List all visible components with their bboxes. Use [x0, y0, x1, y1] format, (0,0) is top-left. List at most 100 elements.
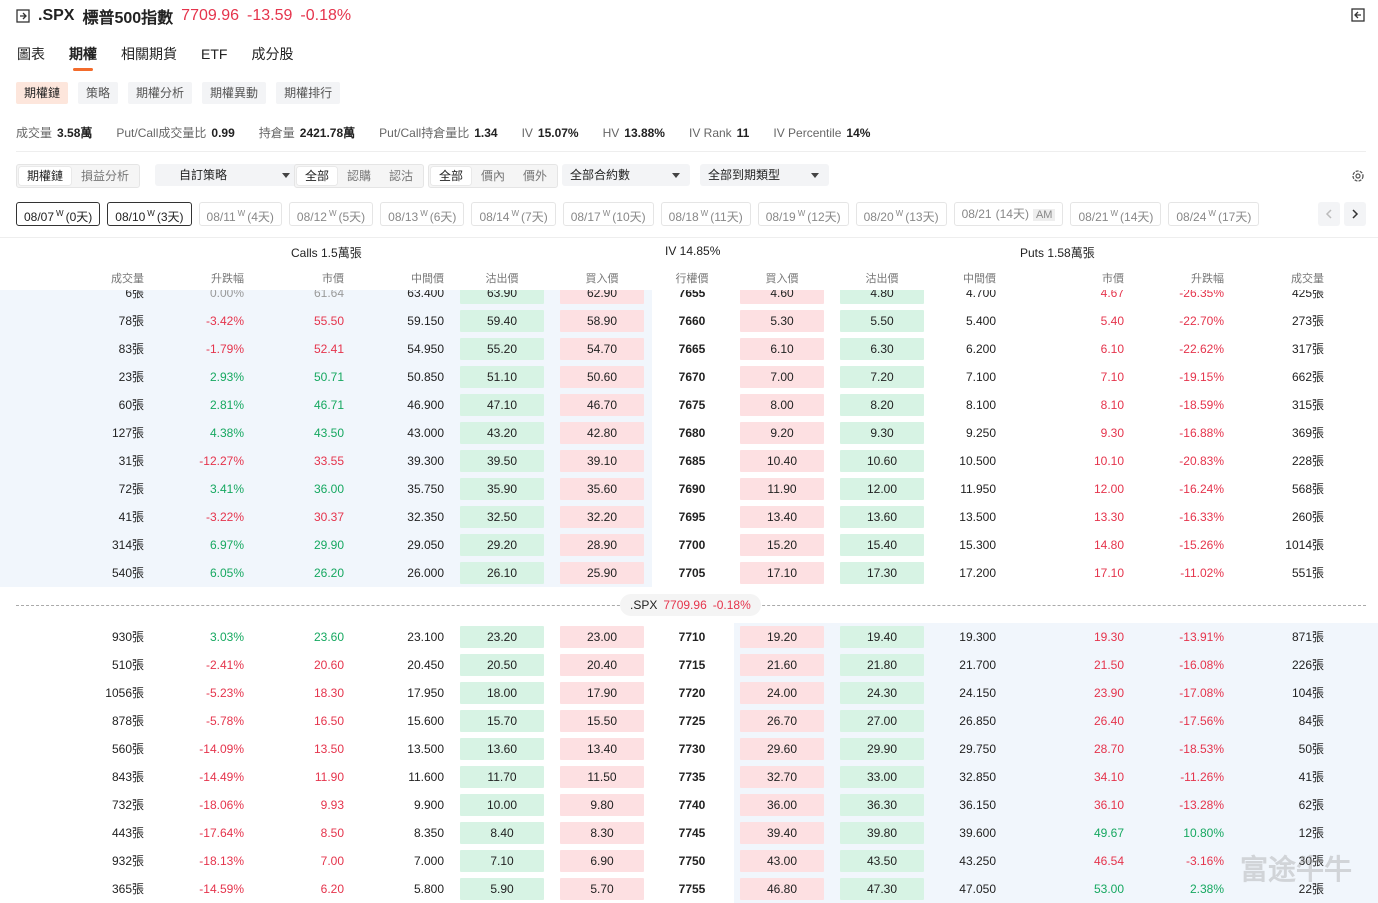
- cell-strike: 7700: [652, 531, 732, 559]
- cell-put-bid: 13.40: [740, 506, 824, 528]
- scroll-right[interactable]: [1344, 202, 1366, 226]
- side-toggle-option[interactable]: 認購: [347, 169, 372, 183]
- view-toggle: 期權鏈 損益分析: [16, 164, 141, 188]
- expiry-button[interactable]: 08/14 W (7天): [471, 202, 556, 226]
- cell-put-bid: 4.60: [740, 290, 824, 304]
- tab[interactable]: 成分股: [251, 46, 294, 62]
- cell-call-mid: 11.600: [408, 770, 444, 784]
- cell-put-volume: 662張: [1291, 370, 1324, 384]
- cell-call-volume: 314張: [111, 538, 144, 552]
- cell-put-ask: 21.80: [840, 654, 924, 676]
- cell-put-volume: 260張: [1291, 510, 1324, 524]
- tab[interactable]: ETF: [201, 46, 228, 62]
- cell-call-ask: 18.00: [460, 682, 544, 704]
- cell-put-mid: 10.500: [959, 454, 996, 468]
- cell-strike: 7690: [652, 475, 732, 503]
- settings-icon[interactable]: [1351, 169, 1365, 183]
- expiry-weekly: W: [420, 209, 428, 218]
- cell-put-ask: 19.40: [840, 626, 924, 648]
- cell-put-volume: 317張: [1291, 342, 1324, 356]
- cell-put-ask: 8.20: [840, 394, 924, 416]
- side-toggle-option[interactable]: 全部: [297, 167, 338, 185]
- stat-label: HV: [602, 126, 620, 140]
- expiry-button[interactable]: 08/20 W (13天): [855, 202, 947, 226]
- expiry-button[interactable]: 08/21 W (14天): [1070, 202, 1162, 226]
- expiry-button[interactable]: 08/07 W (0天): [16, 202, 101, 226]
- cell-put-mid: 15.300: [959, 538, 996, 552]
- scroll-left[interactable]: [1318, 202, 1340, 226]
- stat-value: 13.88%: [624, 126, 665, 140]
- cell-call-change: -14.09%: [199, 742, 244, 756]
- cell-call-mid: 32.350: [407, 510, 444, 524]
- subtab[interactable]: 期權異動: [202, 82, 267, 104]
- cell-call-mid: 63.400: [407, 290, 444, 300]
- cell-call-last: 36.00: [313, 482, 344, 496]
- cell-call-volume: 83張: [118, 342, 144, 356]
- cell-call-bid: 35.60: [560, 478, 644, 500]
- underlying-pill: .SPX 7709.96 -0.18%: [620, 594, 761, 616]
- subtab[interactable]: 期權排行: [276, 82, 341, 104]
- tab[interactable]: 圖表: [17, 46, 45, 62]
- subtab[interactable]: 期權鏈: [16, 82, 69, 104]
- cell-call-last: 18.30: [313, 686, 344, 700]
- stat: HV 13.88%: [603, 125, 665, 141]
- cell-call-change: 3.03%: [209, 630, 244, 644]
- column-label: 成交量: [1291, 273, 1324, 285]
- expiry-button[interactable]: 08/11 W (4天): [198, 202, 282, 226]
- stat-label: IV Percentile: [773, 126, 842, 140]
- expiry-button[interactable]: 08/18 W (11天): [660, 202, 751, 226]
- cell-put-last: 46.54: [1093, 854, 1124, 868]
- option-row: 1056張 -5.23% 18.30 17.950 18.00 17.90 7720 24.0…: [0, 679, 1378, 707]
- expiry-weekly: W: [511, 209, 520, 218]
- cell-call-ask: 59.40: [460, 310, 544, 332]
- expiry-button[interactable]: 08/21 (14天) AM: [953, 202, 1064, 226]
- cell-call-volume: 443張: [111, 826, 144, 840]
- expiry-badge: AM: [1032, 209, 1056, 221]
- moneyness-toggle-option[interactable]: 全部: [431, 167, 472, 185]
- cell-put-change: -3.16%: [1185, 854, 1224, 868]
- collapse-icon[interactable]: [16, 9, 30, 23]
- option-row: 540張 6.05% 26.20 26.000 26.10 25.90 7705 17.10 1…: [0, 559, 1378, 587]
- moneyness-toggle-option[interactable]: 價內: [481, 169, 506, 183]
- divider: [16, 151, 1366, 152]
- cell-strike: 7655: [652, 290, 732, 307]
- cell-put-ask: 6.30: [840, 338, 924, 360]
- subtab[interactable]: 策略: [78, 82, 119, 104]
- contracts-dropdown[interactable]: 全部合約數: [562, 164, 690, 186]
- cell-strike: 7660: [652, 307, 732, 335]
- view-toggle-option[interactable]: 損益分析: [81, 169, 130, 183]
- expiry-button[interactable]: 08/24 W (17天): [1168, 202, 1260, 226]
- cell-call-ask: 47.10: [460, 394, 544, 416]
- view-toggle-option[interactable]: 期權鏈: [19, 167, 72, 185]
- cell-put-change: 2.38%: [1189, 882, 1224, 896]
- expand-icon[interactable]: [1351, 8, 1365, 22]
- expiry-button[interactable]: 08/17 W (10天): [562, 202, 654, 226]
- change-pct: -0.18%: [300, 7, 352, 24]
- price: 7709.96: [181, 7, 240, 24]
- moneyness-toggle-option[interactable]: 價外: [523, 169, 548, 183]
- cell-put-bid: 11.90: [740, 478, 824, 500]
- strategy-dropdown[interactable]: 自訂策略: [155, 164, 300, 186]
- expiry-type-dropdown[interactable]: 全部到期類型: [700, 164, 829, 186]
- expiry-button[interactable]: 08/10 W (3天): [107, 202, 192, 226]
- cell-call-mid: 8.350: [413, 826, 444, 840]
- expiry-button[interactable]: 08/12 W (5天): [288, 202, 374, 226]
- tab[interactable]: 相關期貨: [121, 46, 177, 62]
- expiry-button[interactable]: 08/19 W (12天): [757, 202, 849, 226]
- cell-put-last: 28.70: [1093, 742, 1124, 756]
- header: .SPX 標普500指數 7709.96 -13.59 -0.18%: [16, 4, 351, 28]
- cell-call-mid: 5.800: [413, 882, 444, 896]
- cell-call-bid: 32.20: [560, 506, 644, 528]
- cell-call-bid: 17.90: [560, 682, 644, 704]
- cell-put-ask: 29.90: [840, 738, 924, 760]
- tab[interactable]: 期權: [69, 46, 97, 71]
- expiry-button[interactable]: 08/13 W (6天): [380, 202, 465, 226]
- side-toggle-option[interactable]: 認沽: [389, 169, 414, 183]
- cell-put-volume: 12張: [1298, 826, 1324, 840]
- cell-put-ask: 15.40: [840, 534, 924, 556]
- subtab[interactable]: 期權分析: [128, 82, 193, 104]
- cell-call-bid: 25.90: [560, 562, 644, 584]
- expiry-date: 08/21: [1078, 210, 1109, 224]
- cell-strike: 7715: [652, 651, 732, 679]
